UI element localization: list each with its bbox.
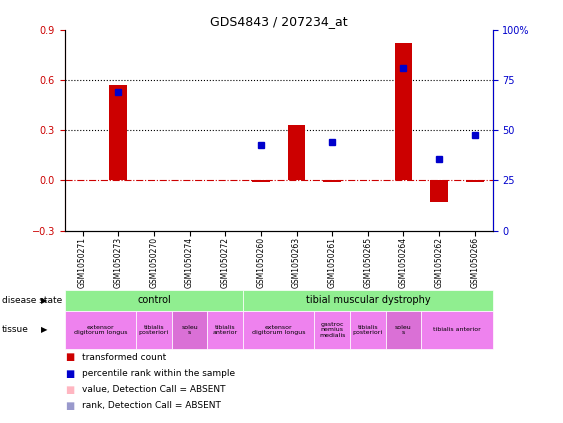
Text: ■: ■ xyxy=(65,368,74,379)
Bar xyxy=(252,180,270,182)
Text: soleu
s: soleu s xyxy=(395,324,412,335)
Text: tibialis
posteriori: tibialis posteriori xyxy=(139,324,169,335)
Title: GDS4843 / 207234_at: GDS4843 / 207234_at xyxy=(210,16,347,28)
Text: ▶: ▶ xyxy=(41,325,47,335)
Bar xyxy=(288,125,305,180)
Text: tibialis
anterior: tibialis anterior xyxy=(213,324,238,335)
Text: tibialis anterior: tibialis anterior xyxy=(433,327,481,332)
Text: disease state: disease state xyxy=(2,296,62,305)
Bar xyxy=(430,180,448,202)
Text: ▶: ▶ xyxy=(41,296,47,305)
Text: value, Detection Call = ABSENT: value, Detection Call = ABSENT xyxy=(82,385,225,394)
Bar xyxy=(323,180,341,182)
Text: rank, Detection Call = ABSENT: rank, Detection Call = ABSENT xyxy=(82,401,221,410)
Text: control: control xyxy=(137,295,171,305)
Text: extensor
digitorum longus: extensor digitorum longus xyxy=(74,324,127,335)
Text: tibial muscular dystrophy: tibial muscular dystrophy xyxy=(306,295,430,305)
Text: percentile rank within the sample: percentile rank within the sample xyxy=(82,369,235,378)
Text: transformed count: transformed count xyxy=(82,353,166,362)
Text: tibialis
posteriori: tibialis posteriori xyxy=(353,324,383,335)
Text: ■: ■ xyxy=(65,385,74,395)
Text: ■: ■ xyxy=(65,401,74,411)
Bar xyxy=(466,180,484,182)
Text: ■: ■ xyxy=(65,352,74,363)
Text: soleu
s: soleu s xyxy=(181,324,198,335)
Text: extensor
digitorum longus: extensor digitorum longus xyxy=(252,324,306,335)
Bar xyxy=(395,43,412,180)
Text: tissue: tissue xyxy=(2,325,29,335)
Bar xyxy=(109,85,127,180)
Text: gastroc
nemius
medialis: gastroc nemius medialis xyxy=(319,321,345,338)
